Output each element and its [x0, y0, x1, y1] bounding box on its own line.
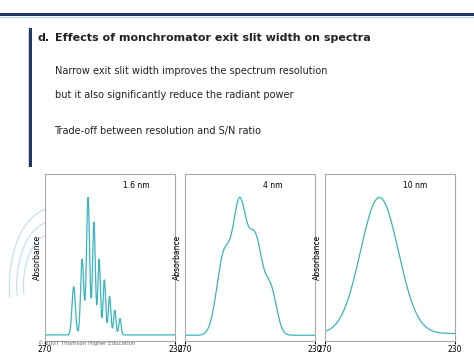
Bar: [29, 28, 31, 167]
Text: Effects of monchromator exit slit width on spectra: Effects of monchromator exit slit width …: [55, 33, 370, 43]
Text: 1.6 nm: 1.6 nm: [123, 181, 150, 190]
Text: © 2007 Thomson Higher Education: © 2007 Thomson Higher Education: [38, 340, 136, 346]
Text: 10 nm: 10 nm: [403, 181, 427, 190]
Text: Trade-off between resolution and S/N ratio: Trade-off between resolution and S/N rat…: [55, 126, 262, 136]
Y-axis label: Absorbance: Absorbance: [33, 235, 42, 280]
Text: Narrow exit slit width improves the spectrum resolution: Narrow exit slit width improves the spec…: [55, 66, 327, 76]
Y-axis label: Absorbance: Absorbance: [173, 235, 182, 280]
Text: 4 nm: 4 nm: [263, 181, 283, 190]
Text: d.: d.: [38, 33, 50, 43]
Text: but it also significantly reduce the radiant power: but it also significantly reduce the rad…: [55, 90, 293, 100]
Y-axis label: Absorbance: Absorbance: [313, 235, 322, 280]
